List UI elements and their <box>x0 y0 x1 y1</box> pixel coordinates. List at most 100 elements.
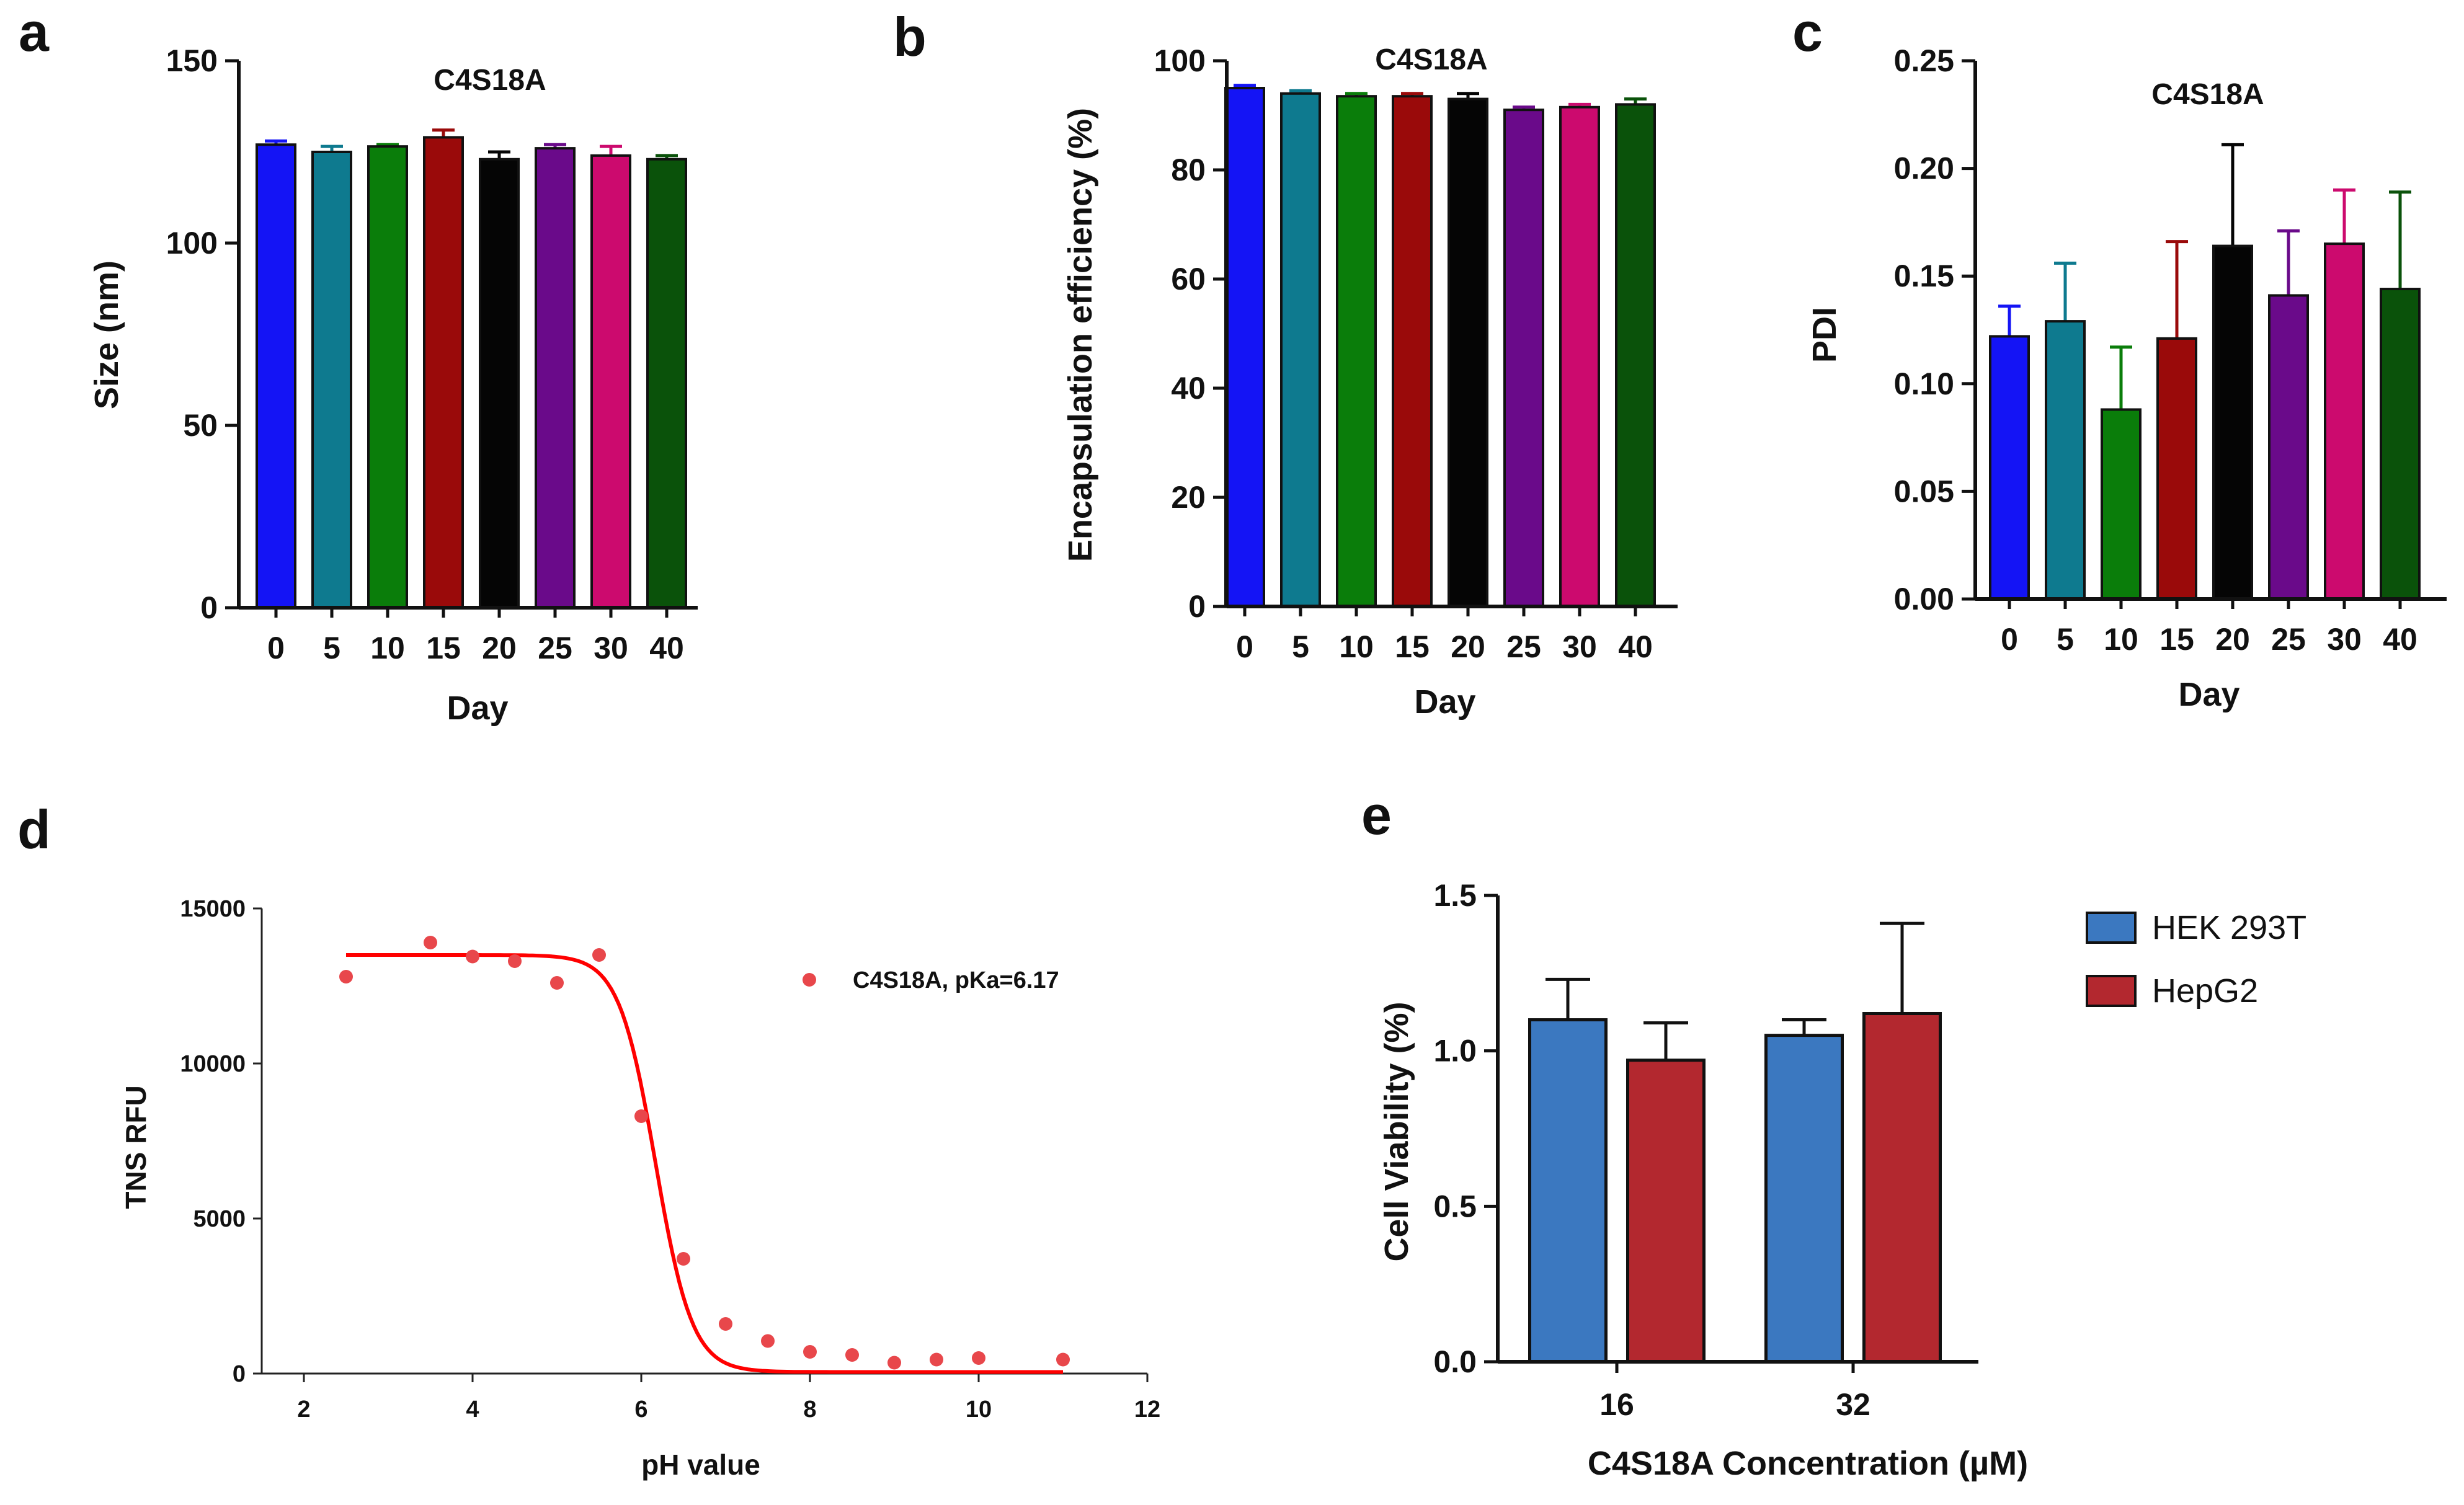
data-point <box>508 954 522 968</box>
chart-title: C4S18A <box>2151 78 2264 111</box>
chart-size: C4S18A 0 50 100 150 0 5 10 15 20 25 30 40 Day Size… <box>88 43 698 727</box>
y-tick-label: 10000 <box>180 1051 246 1077</box>
data-point <box>803 1345 817 1359</box>
data-point <box>466 949 479 964</box>
bar-day-10 <box>2101 408 2142 600</box>
bar-hek293t-32 <box>1764 1034 1844 1364</box>
fit-curve <box>346 953 1063 1374</box>
x-tick-label: 20 <box>482 631 517 665</box>
x-tick-label: 0 <box>1236 629 1253 664</box>
chart-tns-pka: 0 5000 10000 15000 2 4 6 8 10 12 C4S18A, pKa=6.1… <box>120 896 1160 1481</box>
x-axis-title: pH value <box>641 1449 760 1481</box>
y-ticks: 0.00 0.05 0.10 0.15 0.20 0.25 <box>1894 43 1975 616</box>
x-tick-label: 40 <box>2383 622 2417 657</box>
y-tick-label: 5000 <box>193 1206 246 1232</box>
x-axis-title: Day <box>1414 683 1475 721</box>
y-tick-label: 0.00 <box>1894 582 1954 616</box>
legend-marker <box>803 973 816 987</box>
x-ticks: 0 5 10 15 20 25 30 40 <box>267 608 684 665</box>
bar-hek293t-16 <box>1528 1018 1608 1364</box>
bar-day-10 <box>367 145 408 609</box>
data-point <box>845 1348 859 1362</box>
y-axis-title: Size (nm) <box>88 260 125 409</box>
x-axis-title: Day <box>447 690 508 727</box>
x-tick-label: 25 <box>1506 629 1541 664</box>
chart-pdi: C4S18A 0.00 0.05 0.10 0.15 0.20 0.25 0 5 10 15 20… <box>1806 43 2447 713</box>
y-tick-label: 0.5 <box>1433 1189 1477 1223</box>
y-ticks: 0 20 40 60 80 100 <box>1154 43 1227 624</box>
panel-letter-b: b <box>893 6 927 68</box>
x-tick-label: 4 <box>466 1396 479 1423</box>
legend: HEK 293T HepG2 <box>2086 909 2306 1010</box>
y-tick-label: 0.05 <box>1894 474 1954 508</box>
y-tick-label: 0 <box>1188 589 1206 624</box>
x-tick-label: 30 <box>1562 629 1597 664</box>
y-tick-label: 1.0 <box>1433 1034 1477 1068</box>
x-tick-label: 25 <box>538 631 572 665</box>
chart-title: C4S18A <box>434 64 546 97</box>
y-ticks: 0 5000 10000 15000 <box>180 896 262 1387</box>
y-tick-label: 0.10 <box>1894 366 1954 401</box>
x-tick-label: 25 <box>2271 622 2306 657</box>
legend-label: C4S18A, pKa=6.17 <box>853 967 1059 993</box>
bar-day-25 <box>1503 109 1544 608</box>
bar-day-30 <box>1559 105 1600 608</box>
y-tick-label: 20 <box>1171 480 1206 515</box>
data-point <box>761 1334 775 1348</box>
bar-day-25 <box>535 147 576 609</box>
x-tick-label: 2 <box>297 1396 310 1423</box>
x-ticks: 2 4 6 8 10 12 <box>297 1374 1160 1423</box>
legend-swatch-hek293t <box>2086 912 2137 944</box>
data-point <box>592 948 606 962</box>
x-tick-label: 16 <box>1599 1387 1634 1422</box>
x-tick-label: 10 <box>2104 622 2138 657</box>
y-ticks: 0 50 100 150 <box>166 43 239 625</box>
x-tick-label: 10 <box>966 1396 992 1423</box>
bar-day-5 <box>1280 92 1321 608</box>
bar-day-40 <box>1615 103 1656 608</box>
bar-day-20 <box>2212 244 2253 601</box>
y-ticks: 0.0 0.5 1.0 1.5 <box>1433 878 1498 1379</box>
bar-day-5 <box>311 151 352 609</box>
bar-day-30 <box>2324 242 2365 600</box>
y-axis-title: PDI <box>1806 307 1843 363</box>
chart-cell-viability: 0.00.51.01.5 16 32 C4S18A Concentration (… <box>1378 878 2306 1482</box>
y-tick-label: 100 <box>1154 43 1206 78</box>
bar-day-0 <box>256 143 296 610</box>
bar-day-0 <box>1989 335 2030 601</box>
bar-hepg2-16 <box>1626 1059 1706 1364</box>
panel-letter-d: d <box>17 799 51 860</box>
x-axis-title: C4S18A Concentration (µM) <box>1588 1445 2028 1482</box>
x-tick-label: 40 <box>1618 629 1653 664</box>
chart-title: C4S18A <box>1375 43 1487 76</box>
data-point <box>424 936 437 949</box>
x-tick-label: 20 <box>2215 622 2250 657</box>
data-point <box>719 1317 732 1331</box>
y-tick-label: 0.20 <box>1894 151 1954 186</box>
y-tick-label: 40 <box>1171 371 1206 406</box>
chart-encapsulation-efficiency: C4S18A 0 20 40 60 80 100 0 5 10 15 20 25 30 40 Day E… <box>1062 43 1678 721</box>
data-points <box>339 936 1070 1370</box>
data-point <box>887 1356 901 1370</box>
x-tick-label: 32 <box>1836 1387 1870 1422</box>
data-point <box>972 1351 985 1365</box>
x-ticks: 0 5 10 15 20 25 30 40 <box>1236 606 1653 664</box>
x-tick-label: 20 <box>1451 629 1485 664</box>
bar-day-40 <box>646 158 687 609</box>
x-tick-label: 8 <box>803 1396 816 1423</box>
y-axis-title: Cell Viability (%) <box>1378 1001 1415 1261</box>
x-tick-label: 15 <box>426 631 461 665</box>
y-axis-title: Encapsulation efficiency (%) <box>1062 108 1099 562</box>
data-point <box>1056 1352 1070 1367</box>
y-tick-label: 0.25 <box>1894 43 1954 78</box>
x-tick-label: 40 <box>649 631 684 665</box>
data-point <box>930 1352 943 1367</box>
x-tick-label: 5 <box>2057 622 2074 657</box>
data-point <box>339 970 353 983</box>
panel-letter-c: c <box>1792 1 1823 63</box>
x-tick-label: 5 <box>1292 629 1309 664</box>
bar-day-40 <box>2380 288 2421 600</box>
y-tick-label: 15000 <box>180 896 246 922</box>
y-tick-label: 80 <box>1171 153 1206 187</box>
x-ticks: 0 5 10 15 20 25 30 40 <box>2001 599 2417 657</box>
